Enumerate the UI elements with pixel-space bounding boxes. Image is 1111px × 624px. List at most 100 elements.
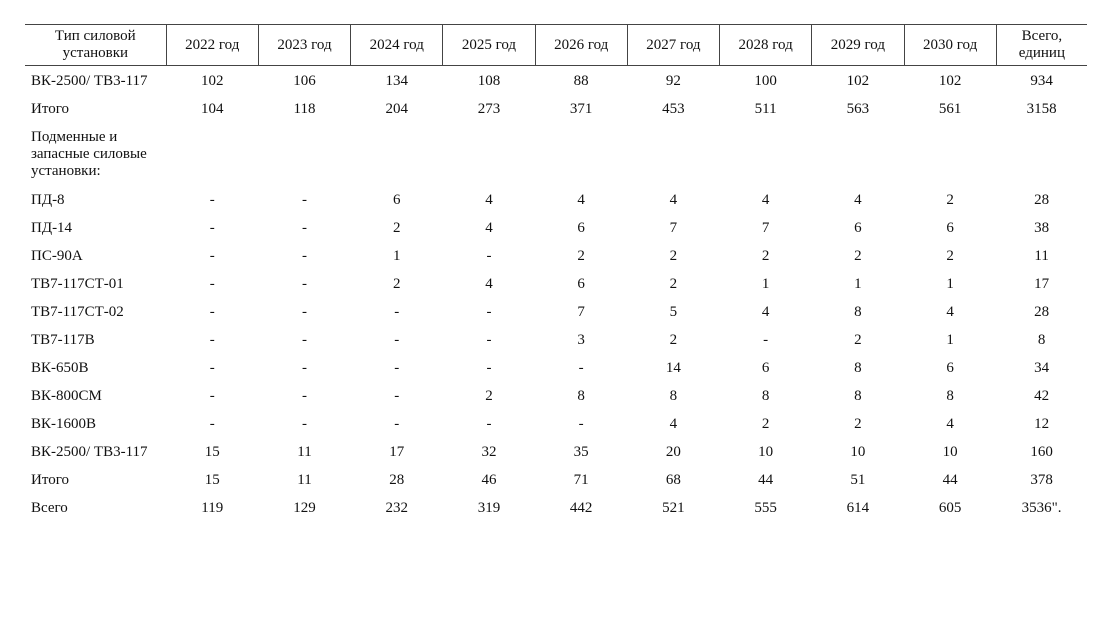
row-value-cell: 7	[761, 220, 770, 236]
row-value-cell	[166, 122, 258, 185]
row-value-cell: 3536".	[1021, 500, 1062, 516]
row-value-cell: -	[209, 360, 215, 376]
row-value-cell: -	[301, 332, 307, 348]
row-value-cell: 14	[665, 360, 681, 376]
table-row: ПС-90А - - 1 - 2 2 2 2 2 11	[25, 241, 1087, 269]
header-cell-type: Тип силовой установки	[54, 28, 136, 61]
row-value-cell: -	[209, 388, 215, 404]
row-value-cell: 2	[854, 248, 862, 264]
row-value-cell: 42	[1034, 388, 1050, 404]
row-value-cell: 6	[854, 220, 862, 236]
row-value-cell: 8	[854, 388, 862, 404]
row-value-cell: 119	[201, 500, 224, 516]
row-value-cell: -	[301, 192, 307, 208]
row-value-cell: 8	[854, 304, 862, 320]
row-value-cell: -	[763, 332, 769, 348]
header-cell-2029: 2029 год	[811, 24, 904, 66]
row-value-cell: 10	[942, 444, 958, 460]
header-cell-2028: 2028 год	[719, 24, 812, 66]
header-cell-2023: 2023 год	[257, 24, 351, 66]
row-value-cell: 2	[946, 192, 954, 208]
table-row: Подменные и запасные силовые установки:	[25, 122, 1087, 185]
row-value-cell: 1	[854, 276, 862, 292]
row-value-cell: 129	[293, 500, 316, 516]
row-value-cell: 10	[758, 444, 774, 460]
row-value-cell: -	[578, 360, 584, 376]
row-value-cell: 511	[754, 101, 777, 117]
row-value-cell: 605	[938, 500, 962, 516]
row-value-cell	[996, 122, 1087, 185]
engine-supply-table: Тип силовой установки 2022 год 2023 год …	[25, 24, 1087, 521]
row-label: Подменные и запасные силовые установки:	[31, 129, 147, 179]
row-value-cell: 17	[1034, 276, 1050, 292]
header-cell-2022: 2022 год	[165, 24, 259, 66]
row-value-cell: -	[486, 304, 492, 320]
row-value-cell: 28	[1034, 192, 1050, 208]
row-label: Всего	[31, 500, 68, 516]
row-value-cell: 10	[850, 444, 866, 460]
table-row: ПД-14 - - 2 4 6 7 7 6 6 38	[25, 213, 1087, 241]
row-value-cell: -	[209, 248, 215, 264]
row-label: Итого	[31, 472, 69, 488]
row-value-cell: 4	[761, 304, 770, 320]
row-label: ВК-800СМ	[31, 388, 102, 404]
row-value-cell: 34	[1034, 360, 1050, 376]
row-value-cell: -	[394, 388, 400, 404]
row-value-cell: 521	[662, 500, 685, 516]
row-value-cell: 2	[485, 388, 493, 404]
row-value-cell: -	[394, 360, 400, 376]
row-value-cell: 934	[1030, 73, 1053, 89]
row-value-cell: 614	[846, 500, 870, 516]
row-value-cell: 2	[577, 248, 585, 264]
row-value-cell: 100	[754, 73, 777, 89]
row-value-cell: 4	[761, 192, 770, 208]
row-value-cell: 2	[761, 248, 770, 264]
table-row: ВК-2500/ ТВ3-117 102 106 134 108 88 92 100 102 10…	[25, 66, 1087, 95]
table-row: Итого 15 11 28 46 71 68 44 51 44 378	[25, 465, 1087, 493]
row-value-cell: 104	[200, 101, 224, 117]
row-value-cell: -	[486, 332, 492, 348]
table-row: ВК-650В - - - - - 14 6 8 6 34	[25, 353, 1087, 381]
row-value-cell: 555	[754, 500, 777, 516]
table-row: ТВ7-117В - - - - 3 2 - 2 1 8	[25, 325, 1087, 353]
row-value-cell: -	[486, 416, 492, 432]
row-value-cell: 4	[946, 304, 954, 320]
row-label: ВК-2500/ ТВ3-117	[31, 73, 148, 89]
row-value-cell: -	[209, 192, 215, 208]
row-value-cell: 92	[665, 73, 681, 89]
row-value-cell	[535, 122, 627, 185]
table-row: ВК-1600В - - - - - 4 2 2 4 12	[25, 409, 1087, 437]
row-value-cell: 2	[946, 248, 954, 264]
row-value-cell: 118	[293, 101, 316, 117]
row-value-cell: 28	[389, 472, 405, 488]
row-value-cell: 3	[577, 332, 585, 348]
row-value-cell: 8	[854, 360, 862, 376]
row-value-cell: 2	[392, 220, 401, 236]
row-value-cell: 6	[761, 360, 770, 376]
row-value-cell	[812, 122, 904, 185]
table-row: Итого 104 118 204 273 371 453 511 563 561 3158	[25, 94, 1087, 122]
row-value-cell: 38	[1034, 220, 1050, 236]
row-value-cell: -	[209, 220, 215, 236]
row-value-cell: -	[301, 388, 307, 404]
row-label: ВК-650В	[31, 360, 89, 376]
row-value-cell	[720, 122, 812, 185]
row-value-cell: 15	[204, 444, 220, 460]
row-value-cell: 6	[392, 192, 401, 208]
row-value-cell: -	[301, 276, 307, 292]
row-value-cell: 204	[385, 101, 408, 117]
row-value-cell: -	[209, 416, 215, 432]
row-value-cell: 108	[477, 73, 501, 89]
row-value-cell: 32	[481, 444, 497, 460]
row-value-cell: 6	[946, 360, 954, 376]
row-value-cell: 4	[485, 192, 493, 208]
header-cell-2026: 2026 год	[534, 24, 628, 66]
row-value-cell	[443, 122, 535, 185]
row-value-cell: -	[301, 416, 307, 432]
header-cell-2030: 2030 год	[903, 24, 997, 66]
row-value-cell: -	[209, 304, 215, 320]
row-value-cell: 71	[573, 472, 589, 488]
row-value-cell: -	[209, 276, 215, 292]
header-cell-2025: 2025 год	[442, 24, 536, 66]
row-label: ВК-1600В	[31, 416, 97, 432]
